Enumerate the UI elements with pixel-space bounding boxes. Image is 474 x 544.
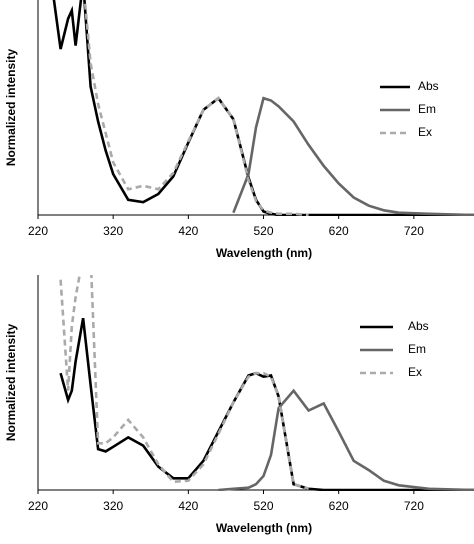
series-line — [52, 0, 474, 216]
series-line — [232, 96, 474, 216]
legend-label: Abs — [418, 79, 439, 93]
x-tick-label: 720 — [404, 499, 424, 513]
x-axis-label: Wavelength (nm) — [216, 246, 312, 260]
legend-label: Em — [418, 102, 436, 116]
legend-label: Em — [408, 342, 426, 356]
x-tick-label: 620 — [329, 224, 349, 238]
x-axis-label: Wavelength (nm) — [216, 521, 312, 535]
plot-area — [52, 0, 474, 216]
series-line — [59, 275, 309, 491]
x-tick-label: 420 — [178, 499, 198, 513]
x-tick-label: 520 — [254, 224, 274, 238]
x-tick-label: 620 — [329, 499, 349, 513]
y-axis-label: Normalized intensity — [4, 323, 18, 441]
x-tick-label: 220 — [28, 224, 48, 238]
series-line — [83, 0, 309, 216]
x-tick-label: 320 — [103, 224, 123, 238]
x-tick-label: 720 — [404, 224, 424, 238]
x-tick-label: 320 — [103, 499, 123, 513]
y-axis-label: Normalized intensity — [4, 48, 18, 166]
series-line — [218, 388, 474, 491]
x-tick-label: 220 — [28, 499, 48, 513]
legend-label: Abs — [408, 319, 429, 333]
x-tick-label: 520 — [254, 499, 274, 513]
series-line — [59, 317, 474, 491]
legend-label: Ex — [418, 125, 432, 139]
x-tick-label: 420 — [178, 224, 198, 238]
legend-label: Ex — [408, 365, 422, 379]
plot-area — [59, 275, 474, 491]
